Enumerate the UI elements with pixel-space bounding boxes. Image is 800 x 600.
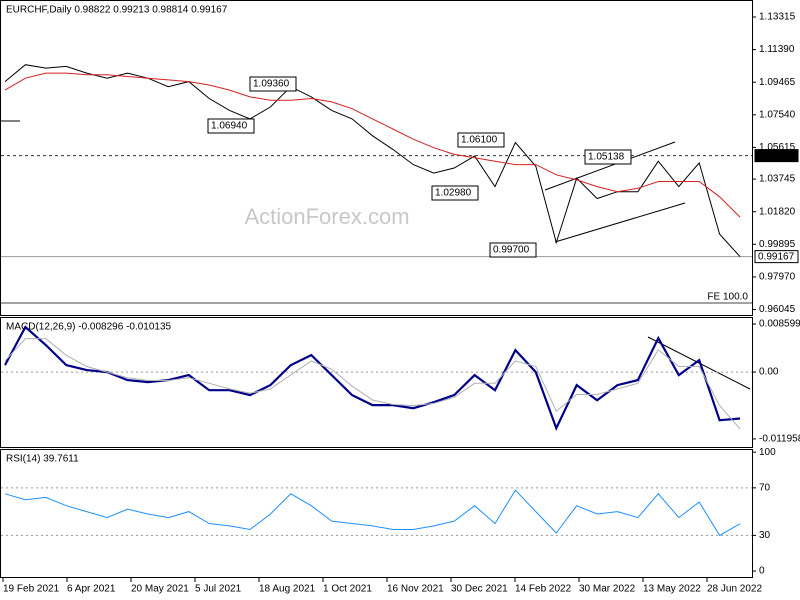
y-tick-label: 0.99895 [759,239,796,250]
macd-title: MACD(12,26,9) -0.008296 -0.010135 [6,322,172,333]
price-level-box [754,149,799,163]
y-tick-label: 0.96045 [759,304,796,315]
series-line [4,72,741,218]
watermark: ActionForex.com [244,204,409,229]
y-tick-label: 70 [759,482,771,493]
x-tick-label: 13 May 2022 [643,584,701,595]
y-tick-label: 1.05615 [759,142,796,153]
rsi-title: RSI(14) 39.7611 [6,454,79,465]
y-tick-label: 30 [759,530,771,541]
x-tick-label: 18 Aug 2021 [259,584,316,595]
annotation: 1.09360 [253,79,290,90]
annotation-box [584,149,632,165]
x-tick-label: 28 Jun 2022 [707,584,762,595]
x-tick-label: 30 Mar 2022 [579,584,636,595]
channel-upper [544,141,676,191]
y-tick-label: 1.11390 [759,44,795,55]
x-tick-label: 5 Jul 2021 [195,584,242,595]
channel-lower [554,202,686,243]
series-line [4,489,741,537]
chart-title: EURCHF,Daily 0.98822 0.99213 0.98814 0.9… [6,5,228,16]
macd-panel [0,317,753,448]
series-line [4,338,741,430]
y-tick-label: 1.13315 [759,12,796,23]
y-tick-label: 0.97970 [759,272,796,283]
annotation-box [457,132,505,148]
price-level-label: 0.99167 [758,251,795,262]
y-tick-label: 100 [759,447,776,458]
x-tick-label: 16 Nov 2021 [387,584,444,595]
y-tick-label: 1.03745 [759,174,796,185]
x-tick-label: 6 Apr 2021 [67,584,116,595]
annotation: 1.02980 [435,188,472,199]
y-tick-label: 0 [759,566,765,577]
annotation-box [489,242,537,258]
annotation: 1.06100 [461,135,498,146]
y-tick-label: 1.09465 [759,77,796,88]
rsi-panel [0,449,753,578]
x-tick-label: 19 Feb 2021 [3,584,60,595]
price-level-box [754,250,799,264]
annotation: 0.99700 [493,245,530,256]
annotation-box [207,118,255,134]
y-tick-label: 1.07540 [759,109,796,120]
price-panel [0,0,753,316]
annotation-box [431,185,479,201]
y-tick-label: -0.011958 [759,434,800,445]
price-level-label: 1.05130 [758,150,795,161]
x-tick-label: 14 Feb 2022 [515,584,572,595]
annotation: 1.06940 [211,121,248,132]
x-tick-label: 20 May 2021 [131,584,189,595]
y-tick-label: 0.00 [759,367,779,378]
x-tick-label: 30 Dec 2021 [451,584,508,595]
y-tick-label: 0.008599 [759,319,800,330]
annotation: 1.05138 [588,152,625,163]
annotation-box [249,76,297,92]
series-line [4,325,741,432]
macd-trendline [647,336,751,390]
x-tick-label: 1 Oct 2021 [323,584,372,595]
y-tick-label: 1.01820 [759,206,796,217]
fe-label: FE 100.0 [707,292,748,303]
